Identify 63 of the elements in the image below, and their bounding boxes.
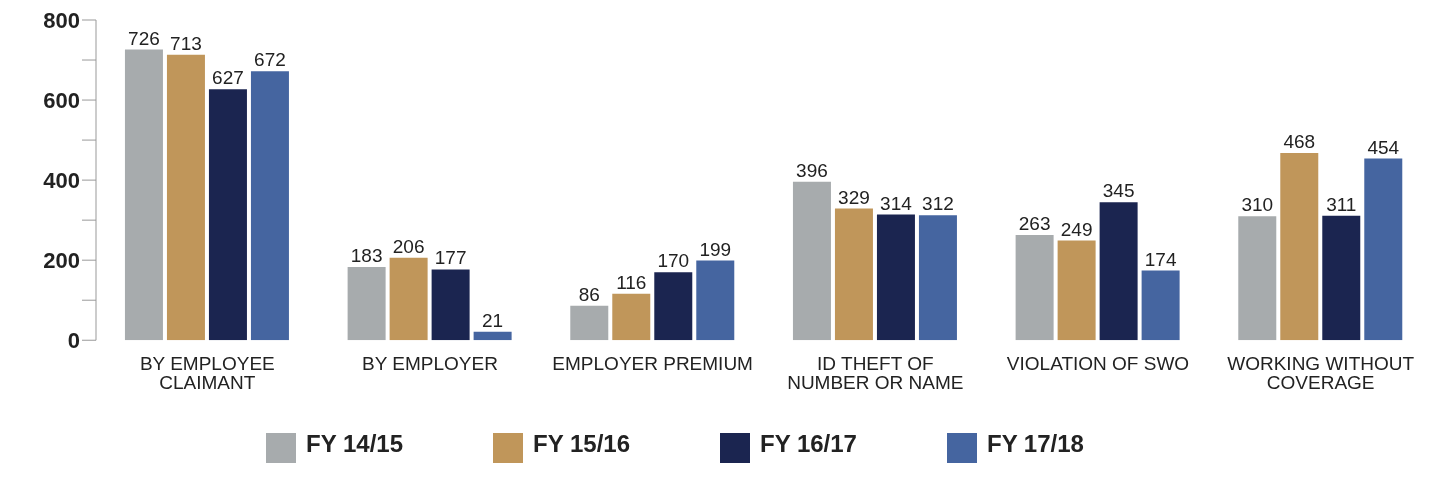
bar bbox=[612, 293, 651, 341]
bar bbox=[696, 260, 735, 341]
data-label: 314 bbox=[880, 192, 913, 214]
bar bbox=[347, 266, 386, 341]
x-tick-label: ID THEFT OF NUMBER OR NAME bbox=[787, 352, 964, 393]
bar bbox=[124, 49, 163, 341]
legend-label: FY 17/18 bbox=[986, 430, 1084, 458]
x-tick-label: VIOLATION OF SWO bbox=[1006, 352, 1190, 374]
bar bbox=[1280, 152, 1319, 341]
bar bbox=[166, 54, 205, 341]
x-tick-label: WORKING WITHOUT COVERAGE bbox=[1227, 352, 1415, 393]
bar bbox=[918, 215, 957, 341]
bar bbox=[792, 181, 831, 341]
legend-label: FY 14/15 bbox=[306, 430, 404, 458]
bar bbox=[1238, 216, 1277, 341]
data-label: 174 bbox=[1144, 248, 1177, 270]
data-label: 312 bbox=[922, 193, 954, 215]
data-label: 345 bbox=[1102, 180, 1135, 202]
y-tick-label: 400 bbox=[43, 167, 80, 193]
data-label: 310 bbox=[1241, 194, 1274, 216]
data-label: 199 bbox=[699, 238, 732, 260]
data-label: 329 bbox=[838, 186, 870, 208]
x-tick-label: BY EMPLOYER bbox=[362, 352, 498, 374]
data-label: 263 bbox=[1018, 212, 1051, 234]
data-label: 726 bbox=[128, 27, 160, 49]
bar bbox=[431, 269, 470, 341]
bar bbox=[208, 89, 247, 341]
data-label: 170 bbox=[657, 250, 690, 272]
bar bbox=[654, 272, 693, 341]
data-label: 183 bbox=[350, 244, 383, 266]
bar bbox=[1141, 270, 1180, 341]
legend-label: FY 16/17 bbox=[760, 430, 857, 458]
bar bbox=[250, 71, 289, 341]
y-tick-label: 200 bbox=[43, 247, 80, 273]
bar bbox=[389, 257, 428, 341]
legend-label: FY 15/16 bbox=[533, 430, 630, 458]
y-tick-label: 0 bbox=[67, 328, 80, 354]
data-label: 177 bbox=[434, 247, 467, 269]
data-label: 206 bbox=[392, 235, 425, 257]
data-label: 713 bbox=[170, 32, 202, 54]
data-label: 249 bbox=[1060, 218, 1093, 240]
data-label: 311 bbox=[1326, 193, 1357, 215]
bar bbox=[1057, 240, 1096, 341]
y-tick-label: 600 bbox=[43, 87, 80, 113]
bar bbox=[1015, 234, 1054, 341]
data-label: 672 bbox=[254, 49, 286, 71]
bar bbox=[570, 305, 609, 341]
data-label: 396 bbox=[796, 159, 828, 181]
data-label: 627 bbox=[212, 67, 244, 89]
bar bbox=[1099, 202, 1138, 341]
bar bbox=[1322, 215, 1361, 341]
bar bbox=[473, 331, 512, 341]
data-label: 116 bbox=[616, 271, 647, 293]
x-tick-label: EMPLOYER PREMIUM bbox=[552, 352, 753, 374]
data-label: 21 bbox=[482, 309, 504, 331]
data-label: 468 bbox=[1283, 130, 1316, 152]
bar bbox=[876, 214, 915, 341]
bar bbox=[1364, 158, 1403, 341]
y-tick-label: 800 bbox=[43, 7, 80, 33]
x-tick-label: BY EMPLOYEE CLAIMANT bbox=[139, 352, 275, 393]
bar bbox=[834, 208, 873, 341]
data-label: 86 bbox=[578, 283, 600, 305]
data-label: 454 bbox=[1367, 136, 1400, 158]
